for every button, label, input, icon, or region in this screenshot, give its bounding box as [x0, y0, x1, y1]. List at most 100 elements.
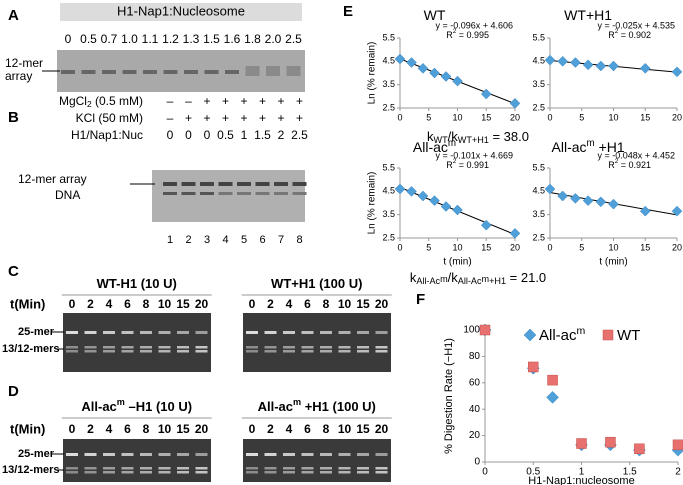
lane-label: 1.0: [121, 32, 138, 46]
chart-title-part: WT: [424, 7, 446, 23]
gel-band: [338, 471, 351, 474]
x-tick-label: 0: [547, 112, 552, 122]
x-tick-label: 0: [482, 467, 488, 478]
gel-band: [283, 346, 295, 349]
time-value: 2: [87, 297, 94, 311]
gel-band: [84, 471, 97, 474]
time-value: 15: [176, 422, 190, 436]
lane-value: 0: [185, 128, 192, 142]
rate-ratio-part: WT+H1: [458, 135, 489, 145]
y-tick-label: 2.5: [382, 102, 395, 112]
gel-band: [320, 467, 332, 470]
lane-value: +: [203, 94, 210, 108]
gel-band: [301, 471, 314, 474]
legend-label-part: All-ac: [539, 327, 577, 344]
gel-band: [140, 346, 152, 349]
time-value: 20: [195, 422, 209, 436]
lane-value: +: [277, 111, 284, 125]
gel-band: [320, 346, 332, 349]
data-point: [595, 60, 607, 72]
band-label: 25-mer: [18, 448, 55, 460]
time-value: 8: [323, 422, 330, 436]
legend-label-part: WT: [617, 327, 640, 344]
data-point: [608, 60, 619, 72]
lane-number: 7: [278, 234, 284, 246]
y-tick-label: 20: [469, 430, 481, 441]
gel-band: [143, 70, 157, 74]
data-point: [429, 195, 440, 207]
legend-label: WT: [617, 327, 640, 344]
gel-band: [375, 346, 388, 349]
time-value: 6: [304, 422, 311, 436]
gel-band: [200, 182, 214, 186]
gel-band: [177, 331, 189, 334]
time-value: 4: [286, 297, 293, 311]
gel-band: [237, 182, 251, 186]
gel-band: [283, 471, 295, 474]
time-value: 2: [267, 422, 274, 436]
time-value: 10: [338, 297, 352, 311]
r-squared-part: R: [446, 30, 453, 40]
band-label: 25-mer: [18, 326, 55, 338]
gel-band: [158, 471, 171, 474]
data-point: [547, 374, 558, 386]
lane-number: 5: [241, 234, 247, 246]
lane-value: +: [259, 111, 266, 125]
gel-title: WT+H1 (100 U): [271, 276, 362, 291]
chart-title-part: All-ac: [413, 139, 448, 155]
y-tick-label: 5.5: [382, 32, 395, 42]
time-value: 10: [338, 422, 352, 436]
gel-band: [121, 471, 134, 474]
equation: y = -0.096x + 4.606: [435, 20, 513, 30]
y-tick-label: 2.5: [532, 232, 545, 242]
data-point: [406, 185, 417, 197]
gel-band: [140, 471, 152, 474]
time-value: 8: [323, 297, 330, 311]
gel-band: [357, 471, 369, 474]
x-axis-label: t (min): [443, 257, 471, 268]
data-point: [595, 196, 607, 208]
gel-band: [320, 471, 332, 474]
panel-letter: D: [8, 383, 19, 400]
gel-band: [246, 453, 258, 456]
data-point: [557, 190, 569, 202]
data-point: [672, 439, 683, 451]
gel-band: [103, 331, 115, 334]
gel-band: [246, 350, 258, 353]
data-point: [582, 195, 594, 207]
data-point: [671, 205, 683, 217]
gel-band: [283, 350, 295, 353]
x-tick-label: 15: [640, 112, 650, 122]
chart-title-part: +H1: [595, 139, 625, 155]
gel-band: [158, 331, 171, 334]
gel-band: [292, 192, 307, 195]
data-point: [544, 54, 556, 66]
gel-band: [158, 453, 171, 456]
r-squared-part: 2: [453, 158, 457, 165]
data-point: [394, 53, 406, 65]
gel-band: [84, 467, 97, 470]
row-label-part: (0.5 mM): [92, 94, 143, 108]
gel-title-part: All-ac: [81, 399, 116, 414]
row-label-part: MgCl: [59, 94, 87, 108]
x-tick-label: 10: [452, 242, 462, 252]
gel-band: [301, 467, 314, 470]
gel-band: [375, 471, 388, 474]
gel-band: [66, 350, 78, 353]
gel-band: [375, 350, 388, 353]
gel-band: [103, 471, 115, 474]
data-point: [509, 227, 521, 239]
data-point: [417, 190, 429, 202]
data-point: [639, 62, 651, 74]
lane-value: 0: [167, 128, 174, 142]
gel-title: All-acm +H1 (100 U): [258, 397, 376, 414]
time-value: 4: [286, 422, 293, 436]
y-tick-label: 0: [474, 457, 480, 468]
lane-value: 2: [278, 128, 285, 142]
gel-band: [375, 467, 388, 470]
r-squared-part: = 0.902: [618, 30, 651, 40]
r-squared-part: R: [608, 30, 615, 40]
gel-title: H1-Nap1:Nucleosome: [117, 3, 245, 18]
data-point: [480, 219, 492, 231]
data-point: [452, 204, 463, 216]
